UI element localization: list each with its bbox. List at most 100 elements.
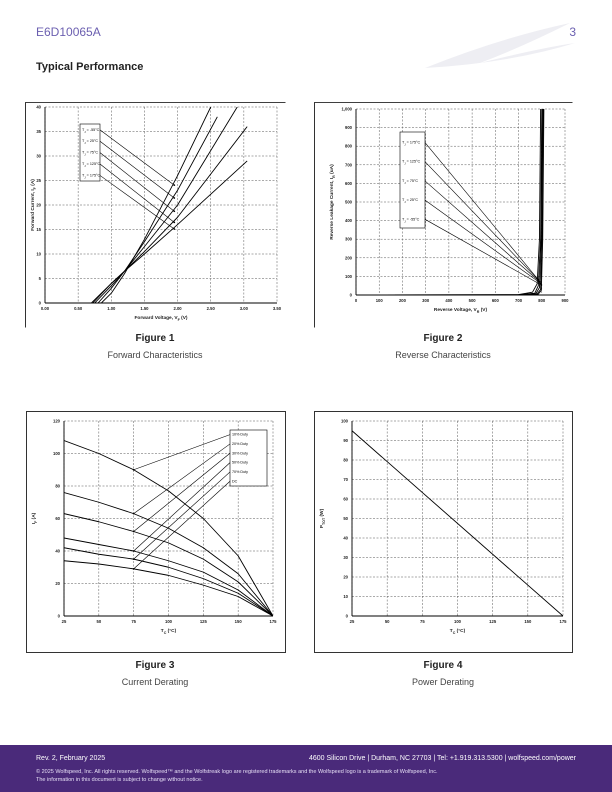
legend-leader-line — [99, 129, 175, 186]
legend-leader-line — [99, 163, 175, 223]
series-line-1 — [64, 440, 273, 616]
figure-2-title: Reverse Characteristics — [395, 350, 491, 360]
legend-entry: TJ = -55°C — [82, 128, 100, 134]
y-tick-label: 700 — [345, 162, 353, 167]
y-tick-label: 20 — [55, 581, 60, 586]
y-tick-label: 200 — [345, 255, 353, 260]
legend-leader-arrowhead — [132, 558, 135, 561]
y-tick-label: 0 — [58, 614, 61, 619]
y-tick-label: 120 — [53, 419, 61, 424]
y-axis-label: PTOT (W) — [319, 508, 326, 528]
x-tick-label: 50 — [385, 619, 390, 624]
x-axis-label: Forward Voltage, VF (V) — [134, 315, 187, 322]
legend-leader-line — [99, 175, 175, 230]
contact-address: 4600 Silicon Drive | Durham, NC 27703 | … — [308, 755, 576, 762]
series-line-5 — [64, 547, 273, 616]
legend-entry: TJ = 175°C — [82, 173, 100, 179]
chart-1-group: 0.00 0.50 1.00 1.50 2.00 2.50 3.00 3.50 0 5 10 15 20… — [25, 102, 286, 328]
x-tick-label: 100 — [165, 619, 173, 624]
y-tick-label: 0 — [346, 614, 349, 619]
legend-leader-arrowhead — [132, 512, 135, 515]
legend-leader-line — [133, 481, 231, 570]
series-group — [356, 109, 545, 295]
y-tick-label: 100 — [341, 419, 349, 424]
x-tick-label: 800 — [538, 298, 546, 303]
legend-leader-line — [133, 462, 231, 552]
legend-leader-arrowhead — [132, 550, 135, 552]
y-tick-label: 60 — [343, 497, 348, 502]
y-tick-label: 10 — [343, 594, 348, 599]
legend-leader-arrowhead — [539, 282, 542, 285]
series-group — [64, 440, 273, 616]
legend-leader-arrowhead — [536, 277, 539, 280]
legend-leader-line — [133, 471, 231, 560]
legend-entry: 50% Duty — [232, 461, 248, 465]
y-tick-label: 80 — [55, 484, 60, 489]
chart-2-group: 0 100 200 300 400 500 600 700 800 900 0 100 200 300 40… — [314, 102, 573, 328]
figure-2-number: Figure 2 — [423, 333, 463, 344]
x-tick-label: 200 — [399, 298, 407, 303]
legend-box — [229, 429, 268, 487]
legend-leader-arrowhead — [132, 567, 135, 570]
y-tick-label: 400 — [345, 218, 353, 223]
legend-entry: TJ = 175°C — [402, 141, 420, 147]
legend-entry: TJ = -55°C — [402, 217, 420, 223]
x-tick-label: 900 — [562, 298, 570, 303]
legend-leader-line — [424, 180, 540, 282]
legend-leader-arrowhead — [173, 210, 176, 213]
y-tick-label: 100 — [53, 451, 61, 456]
x-tick-label: 2.50 — [207, 306, 216, 311]
copyright-line: © 2025 Wolfspeed, Inc. All rights reserv… — [36, 769, 438, 775]
y-tick-label: 1,000 — [342, 107, 353, 112]
chart-frame — [314, 102, 573, 328]
legend-leader-line — [424, 142, 538, 279]
y-tick-label: 40 — [36, 105, 41, 110]
y-tick-label: 0 — [39, 301, 42, 306]
legend-leader-line — [424, 199, 541, 284]
chart-3-group: 25 50 75 100 125 150 175 0 20 40 60 80 100 120 TC (°C)… — [26, 411, 286, 653]
legend-leader-arrowhead — [173, 184, 176, 187]
y-tick-label: 900 — [345, 125, 353, 130]
legend-entry: DC — [232, 479, 238, 483]
chart-frame — [26, 411, 286, 653]
series-line-5 — [91, 160, 248, 303]
x-tick-label: 25 — [350, 619, 355, 624]
page-footer: Rev. 2, February 2025 4600 Silicon Drive… — [0, 745, 612, 792]
y-tick-label: 40 — [55, 549, 60, 554]
series-line-1 — [352, 430, 563, 616]
x-tick-label: 175 — [560, 619, 568, 624]
x-tick-label: 75 — [131, 619, 136, 624]
x-tick-label: 3.00 — [240, 306, 249, 311]
x-tick-label: 300 — [422, 298, 430, 303]
series-group — [91, 107, 248, 303]
x-tick-label: 400 — [445, 298, 453, 303]
y-tick-label: 30 — [343, 555, 348, 560]
legend-entry: TJ = 125°C — [82, 162, 100, 168]
x-axis-label: TC (°C) — [450, 628, 466, 635]
y-tick-label: 600 — [345, 181, 353, 186]
y-tick-label: 80 — [343, 458, 348, 463]
y-tick-label: 800 — [345, 144, 353, 149]
figure-1-title: Forward Characteristics — [107, 350, 203, 360]
series-line-1 — [101, 107, 212, 303]
series-line-3 — [94, 107, 238, 303]
x-tick-label: 150 — [235, 619, 243, 624]
legend-entry: TJ = 25°C — [82, 139, 98, 145]
series-line-4 — [64, 537, 273, 616]
figure-3-number: Figure 3 — [135, 660, 175, 671]
x-tick-label: 1.50 — [140, 306, 149, 311]
y-tick-label: 15 — [36, 227, 41, 232]
page-number: 3 — [569, 25, 576, 39]
legend-leader-line — [133, 434, 231, 471]
x-tick-label: 175 — [270, 619, 278, 624]
legend-leader-arrowhead — [173, 197, 176, 199]
legend-box — [79, 123, 101, 182]
x-tick-label: 0.50 — [74, 306, 83, 311]
chart-frame — [314, 411, 573, 653]
y-tick-label: 25 — [36, 178, 41, 183]
legend-leader-line — [133, 443, 231, 514]
x-tick-label: 100 — [454, 619, 462, 624]
legend-entry: TJ = 75°C — [402, 179, 418, 185]
x-axis-label: Reverse Voltage, VR (V) — [434, 307, 488, 314]
series-line-2 — [64, 492, 273, 616]
